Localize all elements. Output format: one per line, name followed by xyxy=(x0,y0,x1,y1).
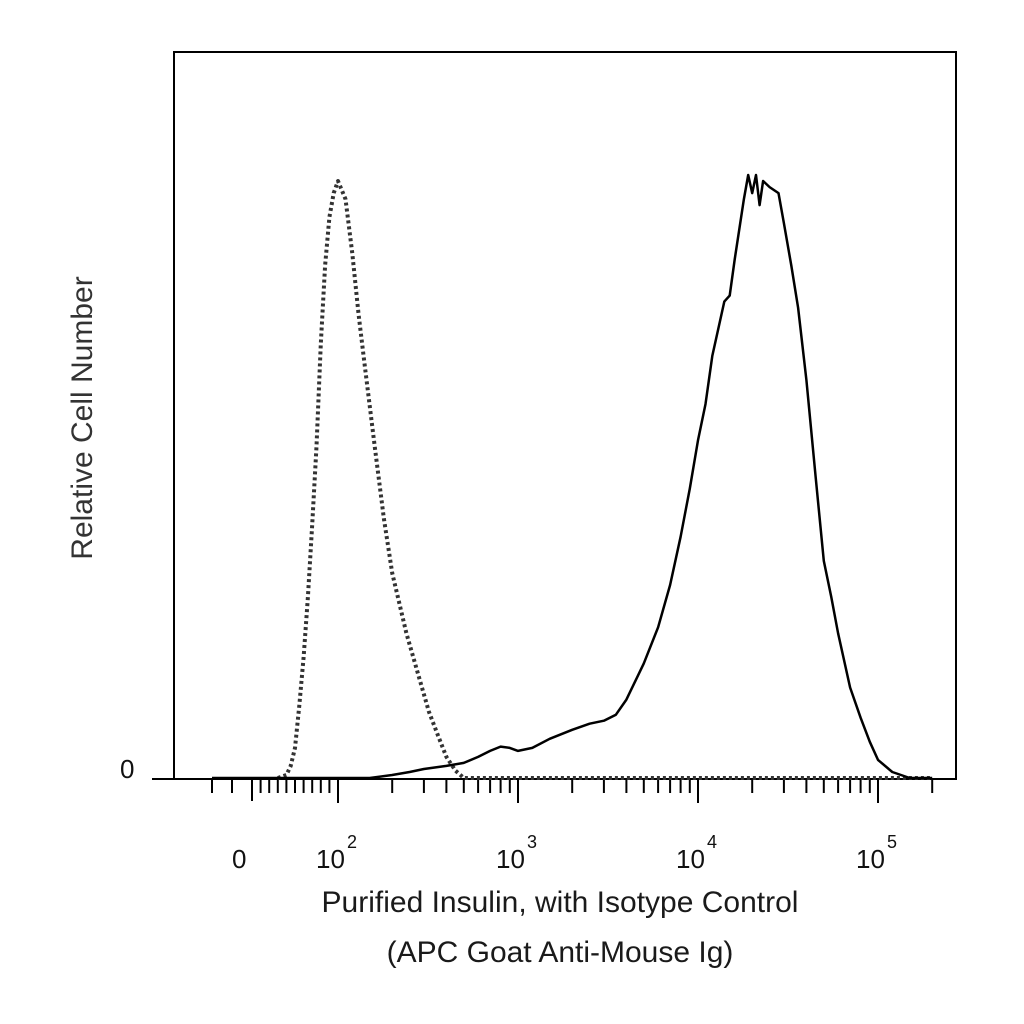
svg-text:2: 2 xyxy=(347,832,357,852)
svg-text:10: 10 xyxy=(316,844,345,874)
series-layer xyxy=(212,173,933,780)
svg-text:3: 3 xyxy=(527,832,537,852)
svg-text:5: 5 xyxy=(887,832,897,852)
x-axis-title: Purified Insulin, with Isotype Control xyxy=(322,886,799,919)
svg-text:10: 10 xyxy=(496,844,525,874)
series-insulin-stain-line xyxy=(212,173,933,780)
svg-text:0: 0 xyxy=(232,844,246,874)
plot-frame xyxy=(173,51,957,780)
x-axis-ticks xyxy=(211,779,934,803)
svg-text:10: 10 xyxy=(856,844,885,874)
svg-text:4: 4 xyxy=(707,832,717,852)
y-tick-label-zero: 0 xyxy=(120,754,134,784)
x-axis-title-line-2: (APC Goat Anti-Mouse Ig) xyxy=(387,936,734,969)
x-tick-label: 104 xyxy=(676,832,717,874)
x-tick-label: 103 xyxy=(496,832,537,874)
x-tick-label: 105 xyxy=(856,832,897,874)
series-isotype-control-line xyxy=(277,179,933,780)
y-axis-title: Relative Cell Number xyxy=(66,276,99,559)
svg-text:10: 10 xyxy=(676,844,705,874)
x-tick-label: 0 xyxy=(232,844,246,874)
x-tick-label: 102 xyxy=(316,832,357,874)
